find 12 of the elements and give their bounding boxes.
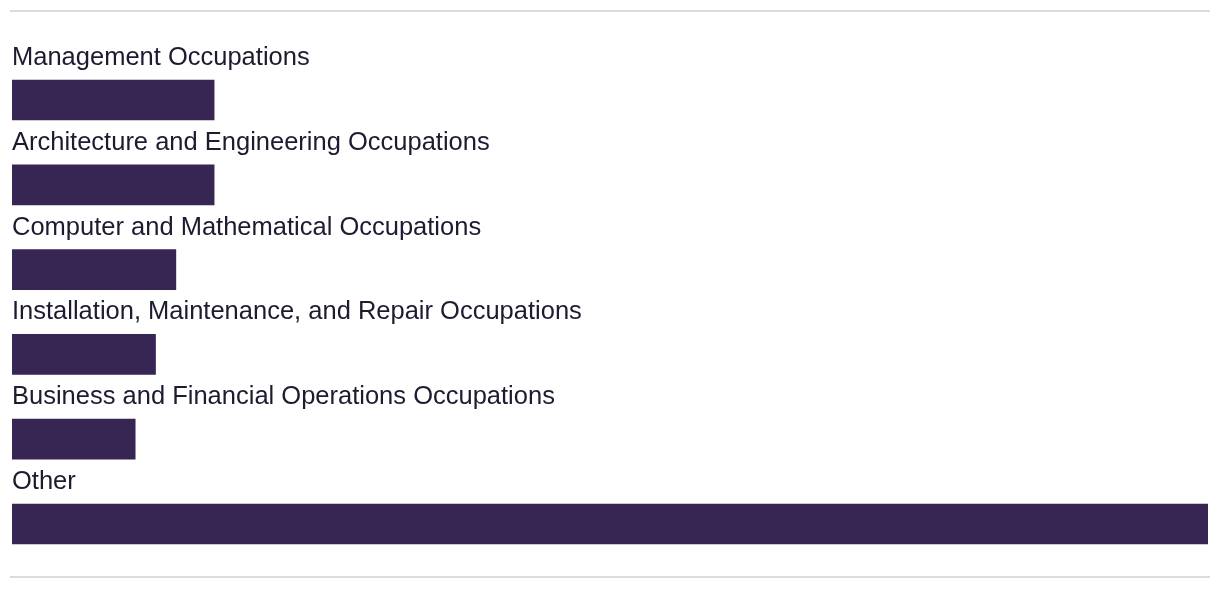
- bar: [12, 79, 215, 121]
- y-tick-label: Other: [12, 466, 77, 495]
- bar: [12, 164, 215, 206]
- y-tick-label: Management Occupations: [12, 42, 310, 71]
- y-tick-label: Installation, Maintenance, and Repair Occupations: [12, 296, 582, 325]
- bar: [12, 249, 177, 290]
- bar: [12, 334, 156, 375]
- bar: [12, 503, 1208, 545]
- y-tick-label: Architecture and Engineering Occupations: [12, 126, 490, 155]
- y-tick-label: Computer and Mathematical Occupations: [12, 211, 482, 240]
- y-tick-label: Business and Financial Operations Occupations: [12, 381, 555, 410]
- bar: [12, 418, 136, 460]
